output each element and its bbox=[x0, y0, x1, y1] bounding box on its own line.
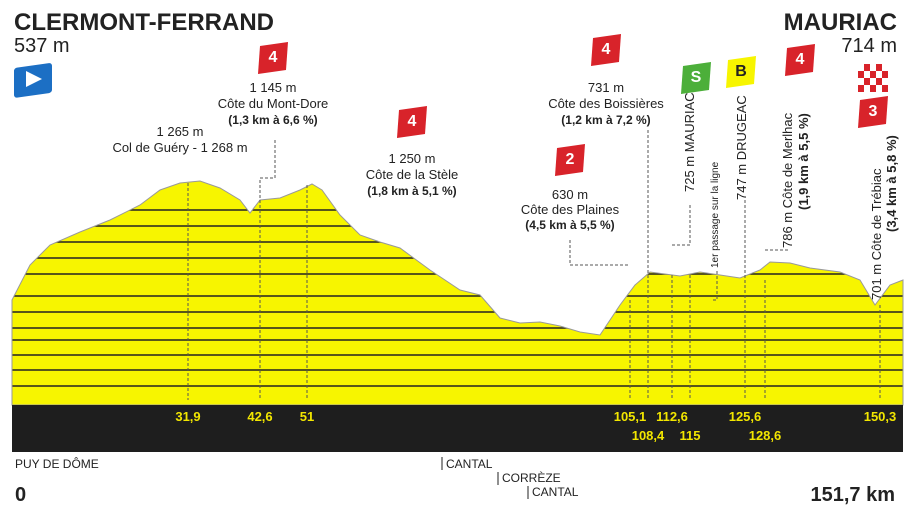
category: 4 bbox=[408, 113, 417, 130]
finish-name: MAURIAC bbox=[784, 9, 897, 36]
sprint-name: 725 m MAURIAC bbox=[682, 92, 697, 192]
km: 115 bbox=[680, 428, 701, 443]
climb-altitude: 1 145 m bbox=[250, 80, 297, 95]
climb-detail: (3,4 km à 5,8 %) bbox=[884, 135, 899, 232]
start-flag bbox=[14, 63, 52, 98]
finish-altitude: 714 m bbox=[841, 35, 897, 57]
km: 42,6 bbox=[247, 409, 272, 424]
km-markers: 31,9 42,6 51 105,1 108,4 112,6 115 125,6… bbox=[175, 409, 896, 443]
category: 4 bbox=[602, 41, 611, 58]
climb-badge: 4 bbox=[785, 44, 815, 76]
climb-detail: (1,9 km à 5,5 %) bbox=[796, 113, 811, 210]
climb-badge: 3 bbox=[858, 96, 888, 128]
region: CANTAL bbox=[446, 457, 493, 471]
category: 2 bbox=[566, 151, 575, 168]
regions: PUY DE DÔME CANTAL CORRÈZE CANTAL bbox=[15, 456, 579, 499]
climb-detail: (1,8 km à 5,1 %) bbox=[367, 184, 456, 198]
km: 31,9 bbox=[175, 409, 200, 424]
region: PUY DE DÔME bbox=[15, 456, 99, 471]
climb-altitude: 731 m bbox=[588, 80, 624, 95]
climb-name: 701 m Côte de Trébiac bbox=[869, 168, 884, 300]
bonus-badge: B bbox=[726, 56, 756, 88]
region: CANTAL bbox=[532, 485, 579, 499]
km: 150,3 bbox=[864, 409, 897, 424]
km: 125,6 bbox=[729, 409, 762, 424]
km-band bbox=[12, 405, 903, 452]
start-altitude: 537 m bbox=[14, 35, 70, 57]
category: 4 bbox=[269, 49, 278, 66]
climb-badge: 4 bbox=[591, 34, 621, 66]
climb-altitude: 1 265 m bbox=[157, 124, 204, 139]
climb-name: Côte des Plaines bbox=[521, 202, 620, 217]
climb-name: Côte des Boissières bbox=[548, 96, 664, 111]
km: 108,4 bbox=[632, 428, 665, 443]
climb-name: Col de Guéry - 1 268 m bbox=[112, 140, 247, 155]
climb-badge: 2 bbox=[555, 144, 585, 176]
finish-km: 151,7 km bbox=[810, 484, 895, 506]
km: 128,6 bbox=[749, 428, 782, 443]
climb-detail: (1,2 km à 7,2 %) bbox=[561, 113, 650, 127]
sprint-note: 1er passage sur la ligne bbox=[710, 161, 721, 268]
start-name: CLERMONT-FERRAND bbox=[14, 9, 274, 36]
dashed-lines bbox=[187, 130, 881, 400]
climb-detail: (1,3 km à 6,6 %) bbox=[228, 113, 317, 127]
sprint: S bbox=[691, 69, 702, 86]
sprint-badge: S bbox=[681, 62, 711, 94]
climb-name: Côte du Mont-Dore bbox=[218, 96, 329, 111]
finish-flag bbox=[858, 64, 888, 92]
climb-altitude: 630 m bbox=[552, 187, 588, 202]
km: 112,6 bbox=[656, 409, 688, 424]
bonus: B bbox=[735, 63, 747, 80]
climb-badge: 4 bbox=[397, 106, 427, 138]
km: 105,1 bbox=[614, 409, 647, 424]
start-km: 0 bbox=[15, 484, 26, 506]
km: 51 bbox=[300, 409, 314, 424]
bonus-name: 747 m DRUGEAC bbox=[734, 95, 749, 200]
region: CORRÈZE bbox=[502, 470, 561, 485]
category: 3 bbox=[869, 103, 878, 120]
climb-badge: 4 bbox=[258, 42, 288, 74]
climb-detail: (4,5 km à 5,5 %) bbox=[525, 218, 614, 232]
climb-name: 786 m Côte de Merlhac bbox=[780, 112, 795, 248]
climb-name: Côte de la Stèle bbox=[366, 167, 459, 182]
category: 4 bbox=[796, 51, 805, 68]
climb-altitude: 1 250 m bbox=[389, 151, 436, 166]
